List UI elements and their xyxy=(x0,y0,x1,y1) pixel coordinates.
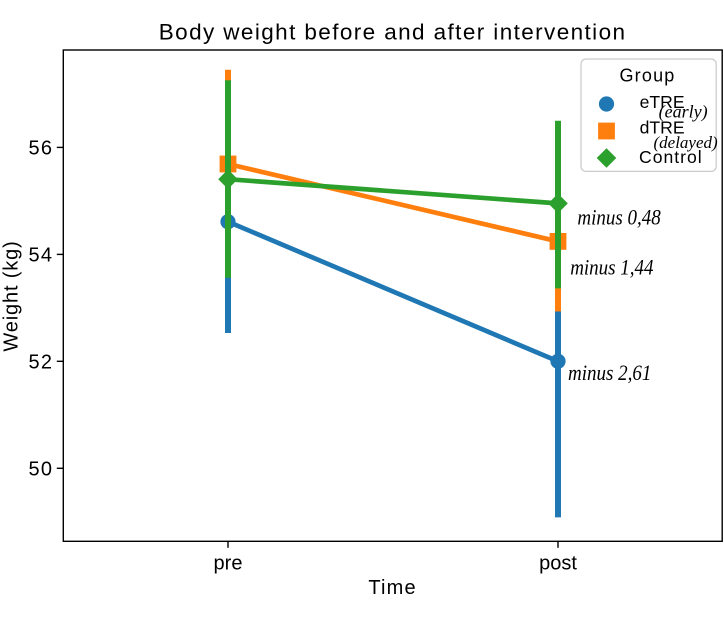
svg-text:eTRE: eTRE xyxy=(640,92,685,112)
svg-text:54: 54 xyxy=(28,245,53,267)
svg-text:Time: Time xyxy=(368,577,417,599)
svg-text:minus 2,61: minus 2,61 xyxy=(568,361,651,386)
svg-text:post: post xyxy=(539,552,577,574)
svg-text:52: 52 xyxy=(28,351,53,373)
svg-text:Body weight before and after i: Body weight before and after interventio… xyxy=(159,20,627,45)
svg-text:56: 56 xyxy=(28,138,53,160)
svg-text:pre: pre xyxy=(214,552,243,574)
svg-text:50: 50 xyxy=(28,458,53,480)
svg-text:(early): (early) xyxy=(659,102,708,123)
svg-text:(delayed): (delayed) xyxy=(654,133,719,152)
svg-text:minus 1,44: minus 1,44 xyxy=(570,255,653,280)
svg-text:Weight (kg): Weight (kg) xyxy=(0,240,22,351)
svg-text:dTRE: dTRE xyxy=(640,118,685,138)
svg-text:Control: Control xyxy=(639,147,703,167)
svg-text:Group: Group xyxy=(619,65,675,85)
svg-text:minus 0,48: minus 0,48 xyxy=(577,205,661,230)
